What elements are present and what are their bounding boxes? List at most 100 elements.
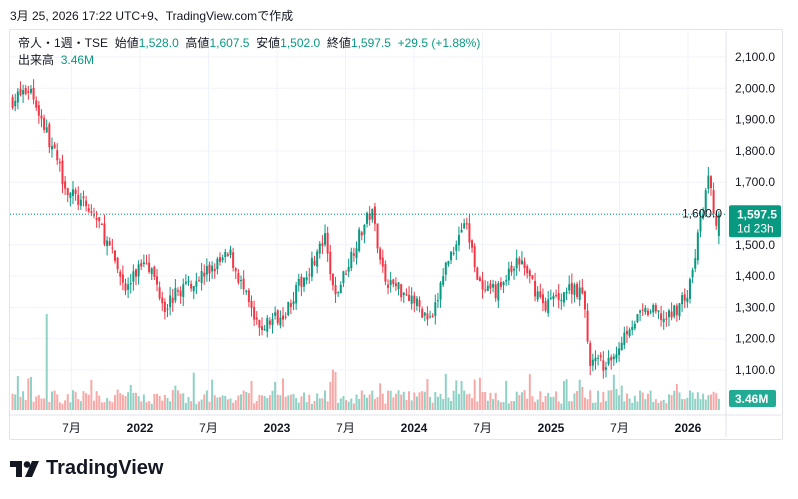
candle-body bbox=[570, 282, 573, 295]
volume-bar bbox=[179, 393, 182, 410]
candle-body bbox=[699, 216, 702, 232]
volume-bar bbox=[329, 381, 332, 410]
candle-body bbox=[670, 311, 673, 318]
candle-body bbox=[187, 281, 190, 283]
volume-bar bbox=[61, 403, 64, 410]
volume-bar bbox=[473, 379, 476, 410]
candle-body bbox=[292, 301, 295, 305]
volume-bar bbox=[384, 403, 387, 410]
volume-bar bbox=[408, 391, 411, 410]
candle-body bbox=[379, 248, 382, 260]
candle-body bbox=[641, 309, 644, 311]
volume-bar bbox=[69, 402, 72, 410]
candle-body bbox=[499, 282, 502, 287]
volume-bar bbox=[310, 403, 313, 410]
candle-body bbox=[360, 232, 363, 236]
candle-body bbox=[557, 293, 560, 301]
volume-bar bbox=[618, 395, 621, 410]
candle-body bbox=[24, 87, 27, 94]
candle-body bbox=[578, 287, 581, 300]
volume-bar bbox=[229, 398, 232, 410]
volume-bar bbox=[155, 393, 158, 410]
candle-body bbox=[633, 323, 636, 329]
volume-bar bbox=[649, 390, 652, 410]
volume-bar bbox=[665, 403, 668, 410]
volume-bar bbox=[266, 398, 269, 410]
candle-body bbox=[560, 299, 563, 302]
volume-bar bbox=[471, 398, 474, 410]
volume-bar bbox=[531, 396, 534, 410]
candle-body bbox=[100, 223, 103, 225]
candle-body bbox=[313, 260, 316, 266]
candle-body bbox=[507, 268, 510, 281]
candle-body bbox=[715, 216, 718, 226]
candle-body bbox=[166, 308, 169, 310]
volume-bar bbox=[358, 398, 361, 410]
candle-body bbox=[163, 302, 166, 313]
candle-body bbox=[534, 280, 537, 297]
candle-body bbox=[316, 251, 319, 267]
candle-body bbox=[476, 267, 479, 280]
candle-body bbox=[192, 285, 195, 292]
candle-body bbox=[226, 254, 229, 256]
candle-body bbox=[250, 300, 253, 308]
candle-body bbox=[174, 288, 177, 301]
price-tick-label: 2,100.0 bbox=[735, 50, 775, 64]
candle-body bbox=[644, 307, 647, 313]
volume-bar bbox=[368, 394, 371, 410]
candle-body bbox=[502, 282, 505, 286]
volume-bar bbox=[457, 394, 460, 410]
volume-bar bbox=[400, 394, 403, 410]
candle-body bbox=[667, 310, 670, 318]
volume-bar bbox=[547, 392, 550, 410]
volume-bar bbox=[334, 372, 337, 410]
volume-bar bbox=[58, 402, 61, 410]
volume-bar bbox=[124, 396, 127, 410]
volume-bar bbox=[213, 395, 216, 410]
candle-body bbox=[410, 295, 413, 304]
volume-bar bbox=[268, 395, 271, 410]
volume-bar bbox=[431, 402, 434, 410]
time-tick-label: 7月 bbox=[473, 421, 492, 435]
price-tick-label: 1,300.0 bbox=[735, 300, 775, 314]
candle-body bbox=[121, 274, 124, 283]
candle-body bbox=[712, 190, 715, 214]
candle-body bbox=[602, 360, 605, 371]
candle-body bbox=[376, 223, 379, 249]
candle-body bbox=[161, 297, 164, 304]
candle-body bbox=[355, 248, 358, 259]
price-tick-label: 1,900.0 bbox=[735, 113, 775, 127]
volume-bar bbox=[442, 398, 445, 410]
candle-body bbox=[71, 189, 74, 196]
candle-body bbox=[421, 308, 424, 318]
candle-body bbox=[200, 271, 203, 283]
volume-bar bbox=[610, 390, 613, 410]
price-tick-label: 2,000.0 bbox=[735, 81, 775, 95]
tradingview-logo-icon bbox=[10, 460, 39, 477]
candle-body bbox=[318, 243, 321, 254]
high-value: 1,607.5 bbox=[209, 36, 250, 50]
volume-bar bbox=[478, 377, 481, 410]
candle-body bbox=[111, 247, 114, 249]
candle-body bbox=[182, 284, 185, 297]
candle-body bbox=[253, 307, 256, 320]
symbol-label[interactable]: 帝人・1週・TSE bbox=[18, 36, 109, 50]
volume-bar bbox=[255, 400, 258, 410]
candle-body bbox=[447, 260, 450, 265]
candle-body bbox=[334, 285, 337, 295]
volume-bar bbox=[337, 402, 340, 410]
candle-body bbox=[198, 280, 201, 282]
time-tick-label: 2024 bbox=[401, 421, 428, 435]
candle-body bbox=[300, 276, 303, 287]
tradingview-logo[interactable]: TradingView bbox=[10, 457, 163, 480]
candle-body bbox=[552, 295, 555, 300]
volume-bar bbox=[274, 381, 277, 410]
candle-body bbox=[237, 273, 240, 283]
candle-body bbox=[108, 241, 111, 246]
volume-bar bbox=[184, 403, 187, 410]
candle-body bbox=[40, 115, 43, 119]
candle-body bbox=[158, 287, 161, 299]
volume-bar bbox=[176, 390, 179, 410]
candle-body bbox=[350, 251, 353, 269]
